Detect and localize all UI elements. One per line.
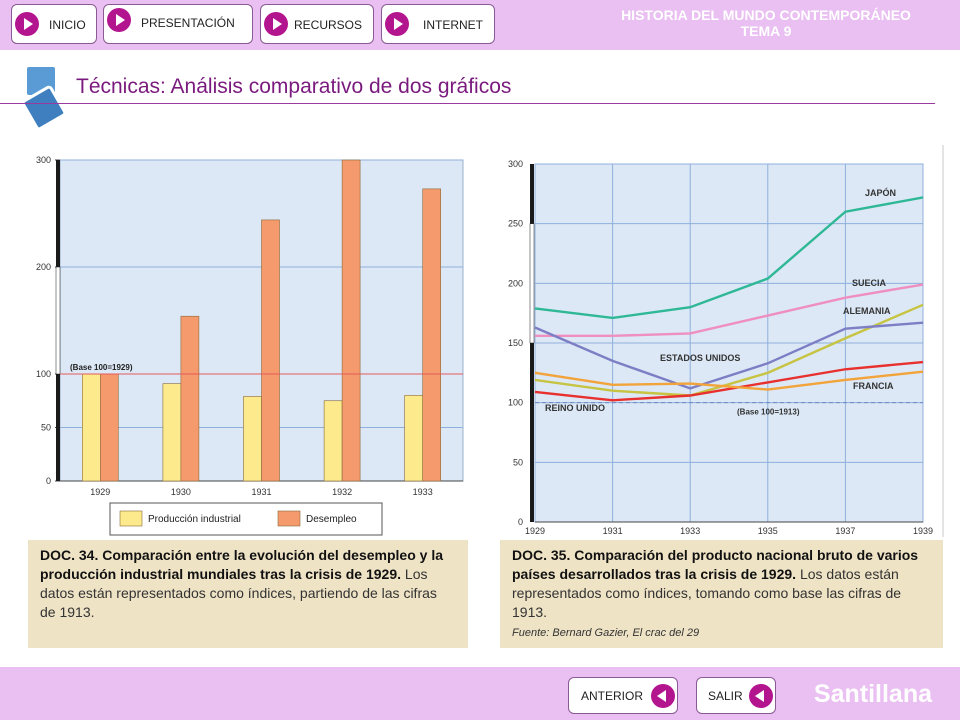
presentacion-button[interactable]: PRESENTACIÓN bbox=[103, 4, 253, 44]
salir-button[interactable]: SALIR bbox=[696, 677, 776, 714]
x-tick-label: 1939 bbox=[913, 526, 933, 536]
legend-swatch bbox=[277, 510, 301, 527]
bar bbox=[261, 219, 280, 482]
series-line bbox=[534, 303, 924, 397]
bar bbox=[341, 159, 361, 482]
x-tick-label: 1937 bbox=[835, 526, 855, 536]
brand-logo-text: Santillana bbox=[813, 680, 932, 708]
x-tick-label: 1930 bbox=[171, 487, 191, 497]
series-label: SUECIA bbox=[852, 278, 887, 288]
caption-doc35-body: Los datos están representados como índic… bbox=[512, 566, 902, 620]
y-tick-label: 0 bbox=[46, 476, 51, 486]
series-line bbox=[534, 370, 924, 391]
y-tick-label: 250 bbox=[508, 219, 523, 229]
y-tick-label: 150 bbox=[508, 338, 523, 348]
series-line bbox=[534, 360, 924, 402]
legend-label: Producción industrial bbox=[148, 514, 241, 525]
anterior-label: ANTERIOR bbox=[581, 689, 644, 703]
baseline-annotation: (Base 100=1929) bbox=[70, 363, 133, 372]
bar bbox=[180, 315, 200, 482]
series-label: JAPÓN bbox=[865, 187, 896, 198]
y-tick-label: 200 bbox=[508, 278, 523, 288]
header-unit: TEMA 9 bbox=[740, 23, 792, 39]
caption-doc35: DOC. 35. Comparación del producto nacion… bbox=[500, 540, 943, 648]
internet-label: INTERNET bbox=[423, 18, 483, 32]
y-tick-label: 0 bbox=[518, 517, 523, 527]
x-tick-label: 1929 bbox=[90, 487, 110, 497]
bar bbox=[81, 373, 101, 482]
y-tick-label: 200 bbox=[36, 262, 51, 272]
x-tick-label: 1931 bbox=[603, 526, 623, 536]
series-label: ESTADOS UNIDOS bbox=[660, 353, 740, 363]
bar bbox=[100, 373, 119, 482]
x-tick-label: 1929 bbox=[525, 526, 545, 536]
y-tick-label: 100 bbox=[508, 398, 523, 408]
page-title: Técnicas: Análisis comparativo de dos gr… bbox=[76, 75, 512, 98]
bar bbox=[422, 188, 442, 482]
series-label: ALEMANIA bbox=[843, 306, 891, 316]
line-chart-doc35: 0 50 100 150 200 250 300 1929 1931 1933 1935 1937 19… bbox=[500, 145, 945, 537]
inicio-label: INICIO bbox=[49, 18, 86, 32]
y-tick-label: 300 bbox=[36, 155, 51, 165]
play-icon bbox=[15, 12, 39, 36]
internet-button[interactable]: INTERNET bbox=[381, 4, 495, 44]
y-tick-label: 50 bbox=[41, 423, 51, 433]
bottom-bar bbox=[0, 667, 960, 720]
legend: Producción industrial Desempleo bbox=[109, 502, 383, 536]
y-tick-label: 100 bbox=[36, 369, 51, 379]
slide-squares-icon bbox=[21, 65, 67, 131]
legend-label: Desempleo bbox=[306, 514, 357, 525]
legend-swatch bbox=[119, 510, 143, 527]
bar-chart-doc34: 0 50 100 200 300 1929 1930 1931 1932 1933 (Base 10… bbox=[36, 155, 464, 536]
anterior-button[interactable]: ANTERIOR bbox=[568, 677, 678, 714]
title-divider bbox=[0, 103, 935, 104]
x-tick-label: 1933 bbox=[680, 526, 700, 536]
series-line bbox=[534, 196, 924, 320]
x-tick-label: 1931 bbox=[251, 487, 271, 497]
recursos-label: RECURSOS bbox=[294, 18, 363, 32]
header-subject: HISTORIA DEL MUNDO CONTEMPORÁNEO bbox=[621, 7, 911, 23]
salir-label: SALIR bbox=[708, 689, 743, 703]
caption-doc35-source: Fuente: Bernard Gazier, El crac del 29 bbox=[512, 627, 700, 639]
bar bbox=[162, 383, 182, 482]
back-arrow-icon bbox=[749, 684, 773, 708]
play-icon bbox=[385, 12, 409, 36]
series-line bbox=[535, 283, 924, 338]
bar bbox=[404, 395, 424, 482]
series-label: REINO UNIDO bbox=[545, 403, 605, 413]
header-title: HISTORIA DEL MUNDO CONTEMPORÁNEO TEMA 9 bbox=[586, 7, 946, 39]
baseline-annotation: (Base 100=1913) bbox=[737, 408, 800, 417]
back-arrow-icon bbox=[651, 684, 675, 708]
legend-box bbox=[109, 502, 383, 536]
x-tick-label: 1932 bbox=[332, 487, 352, 497]
x-tick-label: 1935 bbox=[758, 526, 778, 536]
x-tick-label: 1933 bbox=[413, 487, 433, 497]
y-axis-break bbox=[529, 223, 535, 344]
recursos-button[interactable]: RECURSOS bbox=[260, 4, 374, 44]
series-label: FRANCIA bbox=[853, 381, 894, 391]
bar bbox=[243, 396, 262, 482]
y-axis-break bbox=[55, 266, 61, 375]
caption-doc35-heading: DOC. 35. Comparación del producto nacion… bbox=[512, 547, 919, 582]
caption-doc34: DOC. 34. Comparación entre la evolución … bbox=[28, 540, 468, 648]
y-tick-label: 50 bbox=[513, 457, 523, 467]
play-icon bbox=[107, 8, 131, 32]
bar bbox=[323, 400, 343, 482]
play-icon bbox=[264, 12, 288, 36]
inicio-button[interactable]: INICIO bbox=[11, 4, 97, 44]
series-line bbox=[534, 321, 924, 390]
caption-doc34-heading: DOC. 34. Comparación entre la evolución … bbox=[40, 547, 444, 582]
y-tick-label: 300 bbox=[508, 159, 523, 169]
caption-doc34-body: Los datos están representados como índic… bbox=[40, 566, 437, 620]
presentacion-label: PRESENTACIÓN bbox=[141, 16, 235, 30]
